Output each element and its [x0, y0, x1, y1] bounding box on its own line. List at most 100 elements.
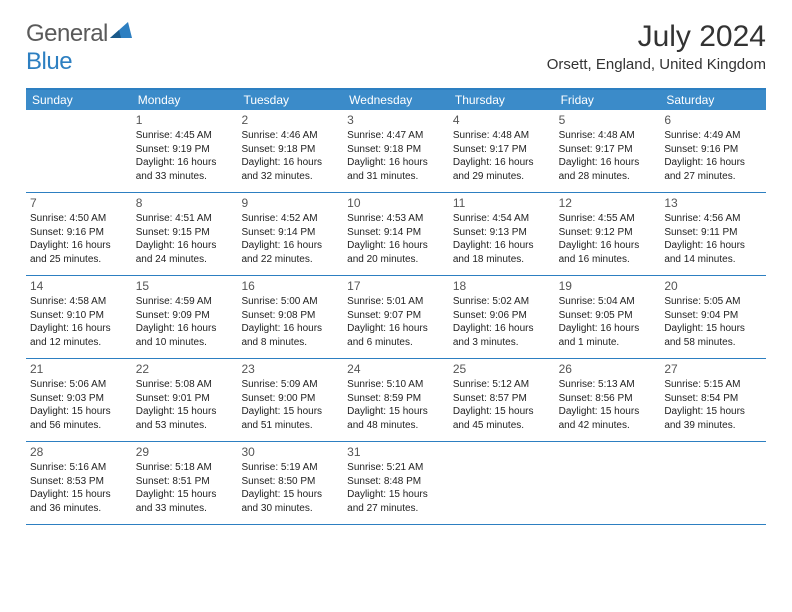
day-detail-line: Sunrise: 4:56 AM: [664, 212, 762, 226]
day-detail-line: and 24 minutes.: [136, 253, 234, 267]
day-detail-line: Daylight: 16 hours: [30, 322, 128, 336]
day-cell: 6Sunrise: 4:49 AMSunset: 9:16 PMDaylight…: [660, 110, 766, 192]
day-detail-line: Sunset: 9:04 PM: [664, 309, 762, 323]
day-number: 7: [30, 195, 128, 211]
day-detail-line: Sunset: 9:12 PM: [559, 226, 657, 240]
day-number: 24: [347, 361, 445, 377]
day-number: 21: [30, 361, 128, 377]
day-number: 12: [559, 195, 657, 211]
logo-triangle-icon: [110, 22, 132, 43]
day-number: 14: [30, 278, 128, 294]
day-detail-line: Daylight: 15 hours: [136, 405, 234, 419]
day-cell: 14Sunrise: 4:58 AMSunset: 9:10 PMDayligh…: [26, 276, 132, 358]
weekday-header: Tuesday: [237, 90, 343, 110]
day-detail-line: and 8 minutes.: [241, 336, 339, 350]
logo-blue: Blue: [26, 48, 72, 75]
day-detail-line: and 27 minutes.: [347, 502, 445, 516]
day-cell: 10Sunrise: 4:53 AMSunset: 9:14 PMDayligh…: [343, 193, 449, 275]
day-detail-line: Sunset: 9:03 PM: [30, 392, 128, 406]
day-detail-line: Sunset: 9:13 PM: [453, 226, 551, 240]
day-detail-line: Sunrise: 5:18 AM: [136, 461, 234, 475]
day-detail-line: Daylight: 16 hours: [559, 239, 657, 253]
day-detail-line: Sunrise: 4:51 AM: [136, 212, 234, 226]
day-detail-line: Sunrise: 5:16 AM: [30, 461, 128, 475]
day-detail-line: Sunset: 8:48 PM: [347, 475, 445, 489]
day-detail-line: Daylight: 16 hours: [664, 156, 762, 170]
day-detail-line: Sunrise: 4:49 AM: [664, 129, 762, 143]
header: General Blue July 2024 Orsett, England, …: [26, 20, 766, 76]
day-cell: [449, 442, 555, 524]
day-detail-line: Sunrise: 4:50 AM: [30, 212, 128, 226]
day-detail-line: Sunrise: 5:09 AM: [241, 378, 339, 392]
day-detail-line: and 10 minutes.: [136, 336, 234, 350]
day-cell: 29Sunrise: 5:18 AMSunset: 8:51 PMDayligh…: [132, 442, 238, 524]
day-detail-line: Sunset: 9:14 PM: [241, 226, 339, 240]
day-detail-line: Sunset: 9:00 PM: [241, 392, 339, 406]
day-detail-line: Sunset: 9:05 PM: [559, 309, 657, 323]
weekday-header: Saturday: [660, 90, 766, 110]
day-cell: 1Sunrise: 4:45 AMSunset: 9:19 PMDaylight…: [132, 110, 238, 192]
day-detail-line: Sunrise: 5:02 AM: [453, 295, 551, 309]
day-detail-line: and 1 minute.: [559, 336, 657, 350]
day-cell: 13Sunrise: 4:56 AMSunset: 9:11 PMDayligh…: [660, 193, 766, 275]
day-detail-line: and 31 minutes.: [347, 170, 445, 184]
day-number: 13: [664, 195, 762, 211]
day-cell: 7Sunrise: 4:50 AMSunset: 9:16 PMDaylight…: [26, 193, 132, 275]
day-detail-line: Sunset: 9:07 PM: [347, 309, 445, 323]
day-detail-line: and 25 minutes.: [30, 253, 128, 267]
day-detail-line: Daylight: 15 hours: [559, 405, 657, 419]
day-cell: 21Sunrise: 5:06 AMSunset: 9:03 PMDayligh…: [26, 359, 132, 441]
calendar: Sunday Monday Tuesday Wednesday Thursday…: [26, 88, 766, 525]
day-number: 9: [241, 195, 339, 211]
day-detail-line: Daylight: 15 hours: [30, 405, 128, 419]
day-number: 8: [136, 195, 234, 211]
day-number: 4: [453, 112, 551, 128]
day-detail-line: and 33 minutes.: [136, 502, 234, 516]
day-detail-line: and 53 minutes.: [136, 419, 234, 433]
day-detail-line: Daylight: 16 hours: [136, 156, 234, 170]
day-detail-line: Sunrise: 5:01 AM: [347, 295, 445, 309]
day-detail-line: and 22 minutes.: [241, 253, 339, 267]
day-detail-line: Daylight: 16 hours: [241, 322, 339, 336]
day-detail-line: Sunset: 8:59 PM: [347, 392, 445, 406]
day-detail-line: Daylight: 15 hours: [664, 322, 762, 336]
day-number: 29: [136, 444, 234, 460]
day-detail-line: Sunrise: 4:45 AM: [136, 129, 234, 143]
day-detail-line: Sunset: 9:01 PM: [136, 392, 234, 406]
day-cell: 18Sunrise: 5:02 AMSunset: 9:06 PMDayligh…: [449, 276, 555, 358]
day-detail-line: Sunrise: 5:12 AM: [453, 378, 551, 392]
day-cell: 26Sunrise: 5:13 AMSunset: 8:56 PMDayligh…: [555, 359, 661, 441]
day-detail-line: Sunset: 8:54 PM: [664, 392, 762, 406]
day-cell: 15Sunrise: 4:59 AMSunset: 9:09 PMDayligh…: [132, 276, 238, 358]
day-detail-line: Sunset: 9:16 PM: [30, 226, 128, 240]
day-cell: 27Sunrise: 5:15 AMSunset: 8:54 PMDayligh…: [660, 359, 766, 441]
day-detail-line: Sunrise: 4:48 AM: [453, 129, 551, 143]
day-detail-line: Sunset: 9:17 PM: [559, 143, 657, 157]
day-detail-line: Sunset: 9:11 PM: [664, 226, 762, 240]
weekday-header-row: Sunday Monday Tuesday Wednesday Thursday…: [26, 90, 766, 110]
day-number: 11: [453, 195, 551, 211]
day-cell: 22Sunrise: 5:08 AMSunset: 9:01 PMDayligh…: [132, 359, 238, 441]
day-number: 25: [453, 361, 551, 377]
day-number: 10: [347, 195, 445, 211]
weekday-header: Monday: [132, 90, 238, 110]
week-row: 21Sunrise: 5:06 AMSunset: 9:03 PMDayligh…: [26, 359, 766, 442]
day-number: 5: [559, 112, 657, 128]
day-detail-line: Sunset: 8:56 PM: [559, 392, 657, 406]
day-number: 3: [347, 112, 445, 128]
day-detail-line: and 30 minutes.: [241, 502, 339, 516]
day-detail-line: and 45 minutes.: [453, 419, 551, 433]
day-detail-line: and 58 minutes.: [664, 336, 762, 350]
day-detail-line: and 20 minutes.: [347, 253, 445, 267]
day-detail-line: Daylight: 16 hours: [347, 322, 445, 336]
day-detail-line: and 42 minutes.: [559, 419, 657, 433]
day-number: 26: [559, 361, 657, 377]
weekday-header: Sunday: [26, 90, 132, 110]
day-detail-line: Sunset: 9:18 PM: [347, 143, 445, 157]
day-detail-line: Sunrise: 4:47 AM: [347, 129, 445, 143]
day-cell: 2Sunrise: 4:46 AMSunset: 9:18 PMDaylight…: [237, 110, 343, 192]
logo-text: General Blue: [26, 20, 132, 76]
day-detail-line: Daylight: 16 hours: [559, 156, 657, 170]
day-detail-line: Sunset: 8:57 PM: [453, 392, 551, 406]
day-detail-line: Sunrise: 4:58 AM: [30, 295, 128, 309]
